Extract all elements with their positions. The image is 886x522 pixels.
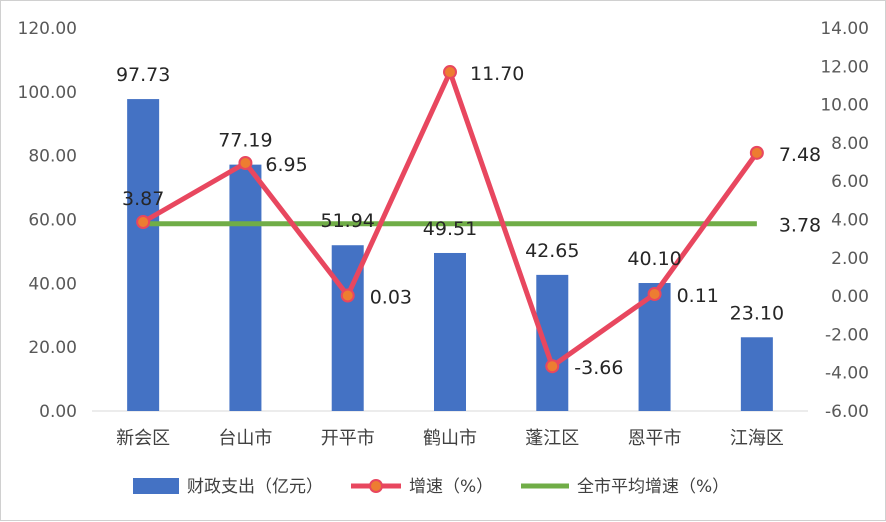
bar-value-label: 97.73 <box>116 64 170 86</box>
right-axis-tick-label: -4.00 <box>825 364 869 384</box>
bar-value-label: 51.94 <box>321 210 375 232</box>
bar <box>740 337 773 411</box>
right-axis-tick-label: 10.00 <box>820 96 869 116</box>
bar <box>229 164 262 411</box>
category-label: 恩平市 <box>628 428 682 449</box>
growth-value-label: 6.95 <box>265 154 307 176</box>
right-axis-tick-label: 12.00 <box>820 57 869 77</box>
growth-value-label: 3.87 <box>122 188 164 210</box>
right-axis-tick-label: 0.00 <box>831 287 869 307</box>
growth-value-label: 11.70 <box>470 63 524 85</box>
growth-marker <box>340 288 355 303</box>
category-label: 台山市 <box>218 428 272 449</box>
bar-value-label: 49.51 <box>423 218 477 240</box>
legend-swatch-marker <box>369 479 383 493</box>
growth-marker <box>238 156 253 171</box>
left-axis-tick-label: 120.00 <box>18 19 77 39</box>
bar <box>434 252 466 411</box>
left-axis-tick-label: 40.00 <box>28 274 77 294</box>
right-axis-tick-label: 4.00 <box>831 211 869 231</box>
legend-swatch-bar <box>133 478 179 494</box>
legend-label: 增速（%） <box>409 477 493 497</box>
category-label: 江海区 <box>730 428 784 449</box>
growth-marker <box>136 214 151 229</box>
left-axis-tick-label: 0.00 <box>39 402 77 422</box>
bar-value-label: 77.19 <box>218 130 272 152</box>
growth-marker <box>749 145 764 160</box>
bar-value-label: 42.65 <box>525 240 579 262</box>
growth-marker <box>545 359 560 374</box>
bar-value-label: 23.10 <box>730 302 784 324</box>
right-axis-tick-label: 8.00 <box>831 134 869 154</box>
growth-marker <box>647 286 662 301</box>
average-value-label: 3.78 <box>779 215 821 237</box>
left-axis-tick-label: 100.00 <box>18 83 77 103</box>
bar <box>536 274 569 411</box>
right-axis-tick-label: 6.00 <box>831 172 869 192</box>
right-axis-tick-label: -2.00 <box>825 325 869 345</box>
category-label: 蓬江区 <box>525 428 579 449</box>
growth-value-label: 0.03 <box>370 287 412 309</box>
left-axis-tick-label: 60.00 <box>28 211 77 231</box>
left-axis-tick-label: 80.00 <box>28 147 77 167</box>
category-label: 新会区 <box>116 428 170 449</box>
left-axis-tick-label: 20.00 <box>28 338 77 358</box>
legend-label: 财政支出（亿元） <box>187 477 323 497</box>
category-label: 开平市 <box>321 428 375 449</box>
legend-label: 全市平均增速（%） <box>577 477 729 497</box>
right-axis-tick-label: -6.00 <box>825 402 869 422</box>
bar <box>127 99 160 411</box>
growth-marker <box>443 65 457 80</box>
bar-value-label: 40.10 <box>627 248 681 270</box>
growth-value-label: 7.48 <box>779 144 821 166</box>
category-label: 鹤山市 <box>423 428 477 449</box>
right-axis-tick-label: 14.00 <box>820 19 869 39</box>
growth-value-label: 0.11 <box>677 285 719 307</box>
right-axis-tick-label: 2.00 <box>831 249 869 269</box>
growth-value-label: -3.66 <box>574 357 623 379</box>
